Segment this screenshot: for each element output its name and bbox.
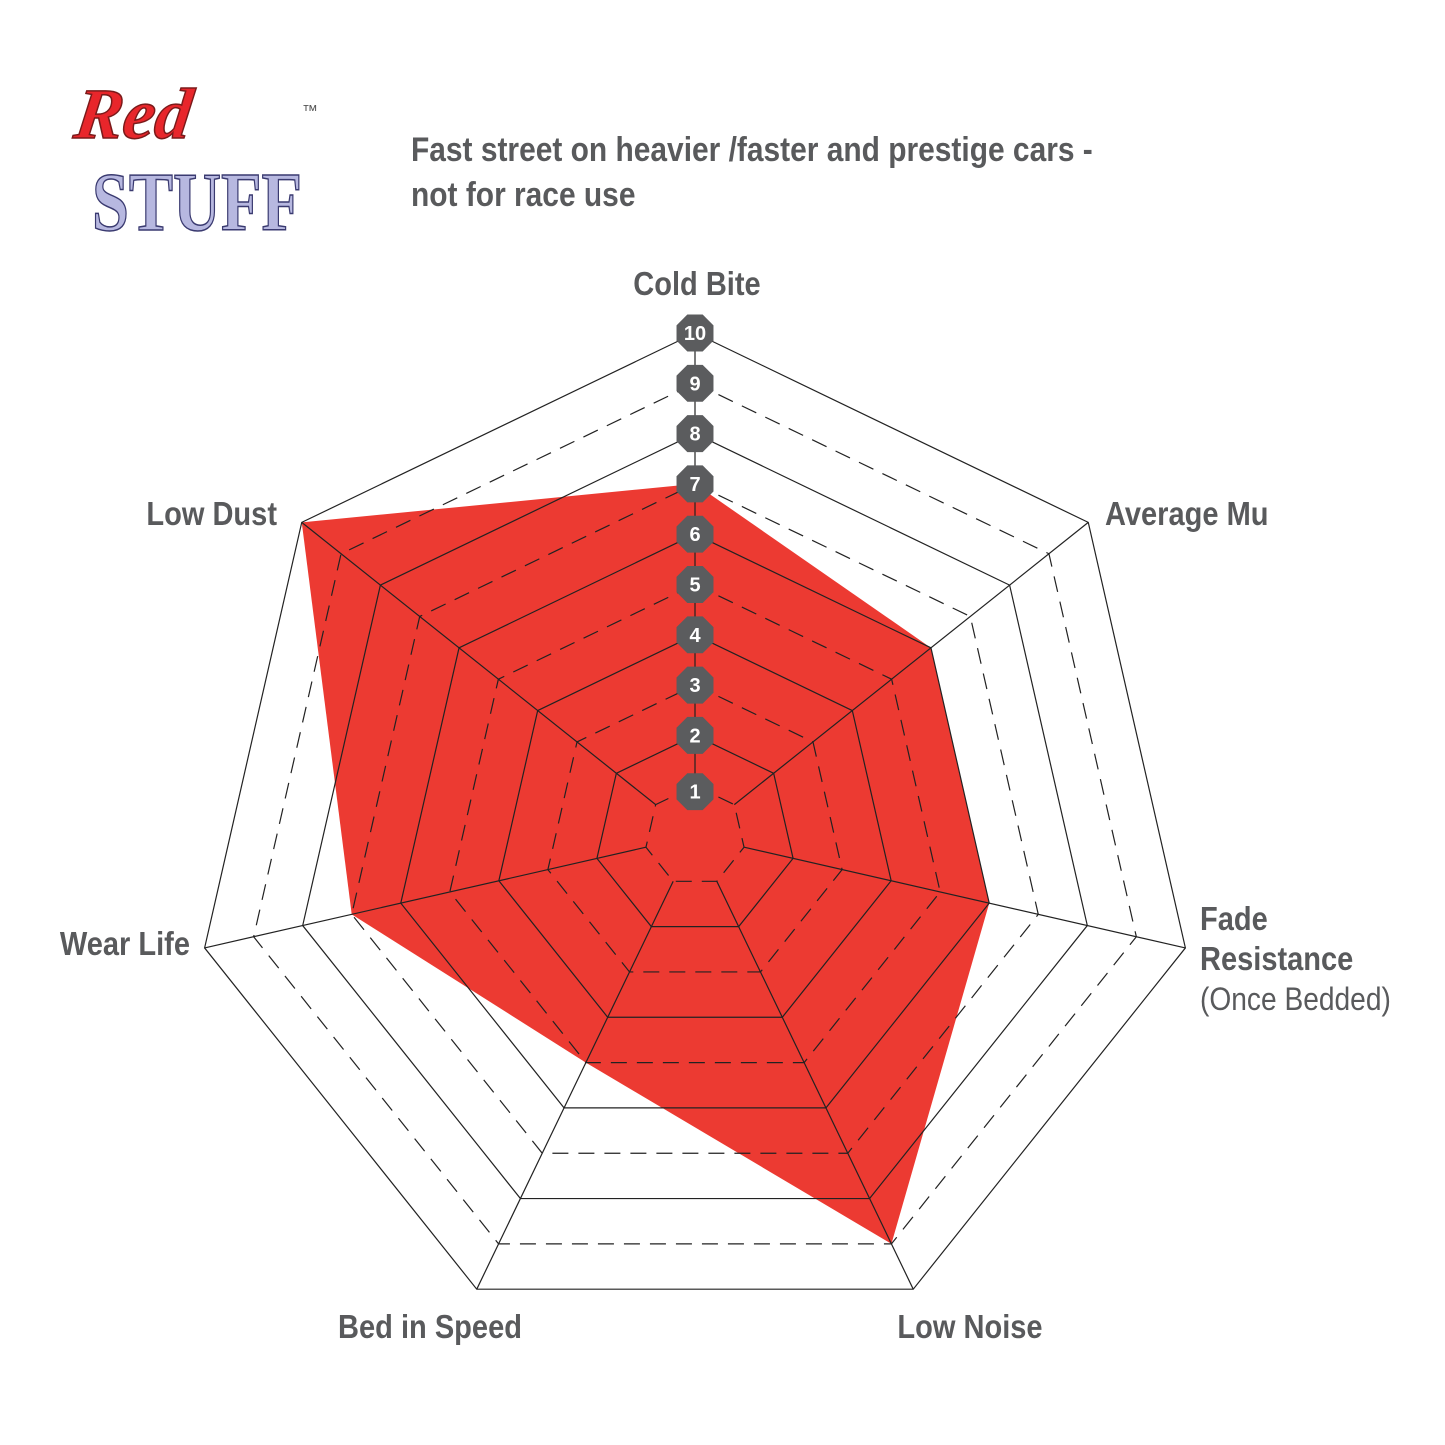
grid-ring-4 (498, 634, 892, 1018)
tick-marker (676, 773, 714, 811)
axis-spoke (204, 846, 647, 949)
tick-marker (676, 465, 714, 503)
logo-stuff: STUFF (92, 156, 302, 249)
tick-label: 5 (689, 575, 700, 597)
tick-label: 2 (689, 725, 700, 747)
logo-red: Red (70, 74, 199, 154)
axis-label: Low Noise (897, 1308, 1042, 1345)
axis-spoke (743, 846, 1186, 949)
chart-title: Fast street on heavier /faster and prest… (411, 128, 1093, 218)
tick-marker (676, 616, 714, 654)
grid-ring-5 (449, 583, 941, 1064)
tick-label: 6 (689, 524, 700, 546)
grid-ring-8 (302, 432, 1088, 1200)
logo-trademark: ™ (302, 103, 318, 120)
grid-ring-2 (596, 734, 794, 928)
tick-label: 7 (689, 474, 700, 496)
axis-label: Average Mu (1105, 495, 1269, 532)
title-line-1: Fast street on heavier /faster and prest… (411, 131, 1093, 169)
axis-label: Fade (1200, 900, 1268, 937)
tick-label: 9 (689, 373, 700, 395)
axis-spoke (476, 881, 674, 1290)
axis-label: Resistance (1200, 940, 1353, 977)
axis-spoke (301, 521, 657, 806)
title-line-2: not for race use (411, 176, 636, 214)
grid-ring-6 (400, 533, 990, 1109)
axis-spoke (733, 521, 1089, 806)
axis-spoke (716, 881, 914, 1290)
tick-label: 4 (689, 625, 701, 647)
data-area (301, 483, 990, 1244)
grid-ring-9 (253, 382, 1137, 1245)
tick-marker (676, 566, 714, 603)
tick-label: 8 (689, 424, 700, 446)
red-stuff-logo: Red STUFF ™ (70, 74, 318, 250)
axis-label-sub: (Once Bedded) (1200, 982, 1391, 1017)
tick-marker (676, 515, 714, 553)
axis-label: Bed in Speed (338, 1308, 522, 1345)
tick-marker (676, 716, 714, 754)
grid-ring-3 (547, 684, 843, 973)
axis-label: Wear Life (60, 925, 190, 962)
axis-label: Low Dust (146, 495, 277, 532)
tick-marker (676, 364, 714, 402)
tick-label: 10 (684, 323, 706, 345)
grid-ring-7 (351, 483, 1039, 1154)
grid-ring-10 (203, 332, 1187, 1290)
tick-marker (676, 314, 714, 352)
tick-marker (676, 666, 714, 704)
tick-label: 1 (689, 782, 700, 804)
tick-label: 3 (689, 675, 700, 697)
axis-label: Cold Bite (633, 265, 760, 302)
tick-marker (676, 415, 714, 453)
